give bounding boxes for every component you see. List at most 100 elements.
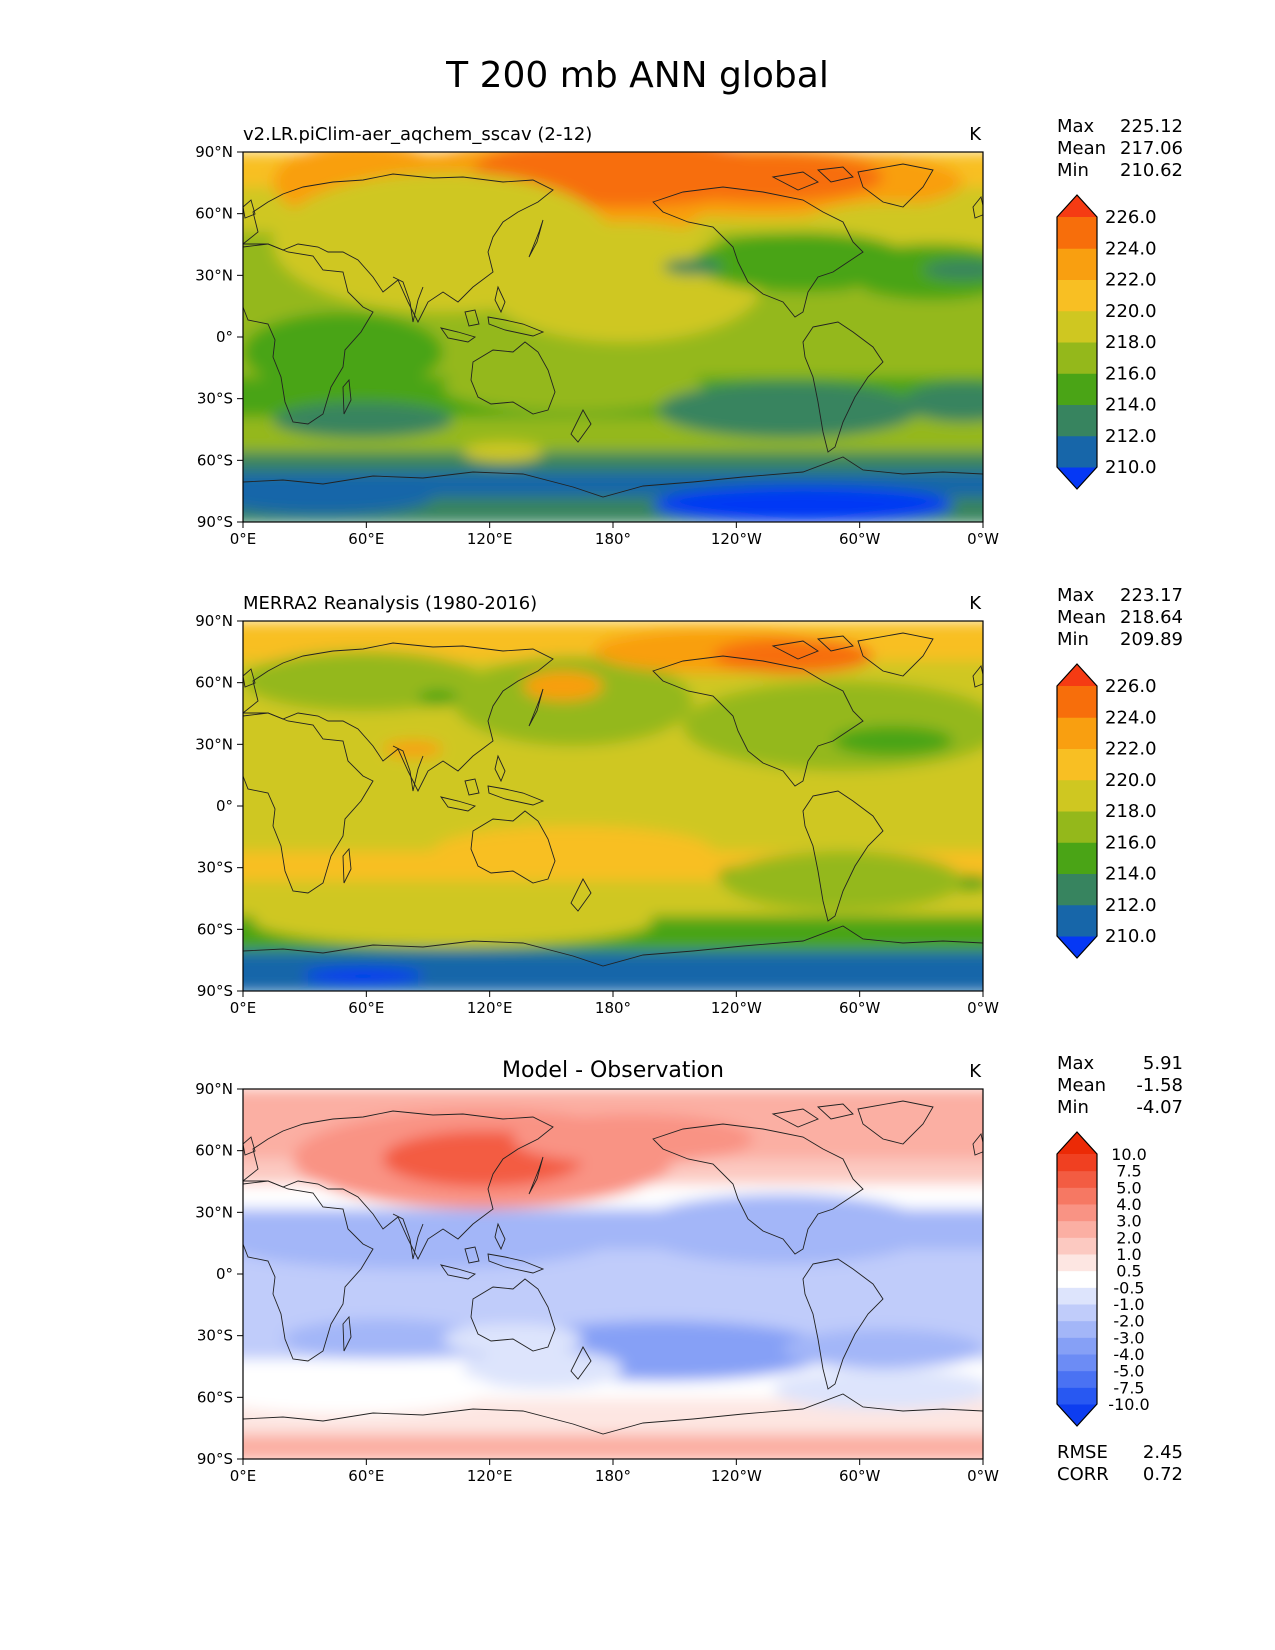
colorbar-extend-min	[1057, 936, 1097, 958]
contour-region	[453, 656, 693, 746]
colorbar-segment	[1057, 1170, 1097, 1188]
colorbar-tick-label: 1.0	[1116, 1245, 1141, 1264]
colorbar-tick-label: 220.0	[1105, 770, 1157, 791]
lat-tick-label: 60°N	[195, 1142, 233, 1160]
stat-value-min: 210.62	[1120, 160, 1183, 181]
colorbar-segment	[1057, 1220, 1097, 1238]
colorbar-tick-label: 214.0	[1105, 864, 1157, 885]
contour-region	[773, 1369, 983, 1409]
lat-tick-label: 0°	[216, 797, 233, 815]
contour-region	[483, 222, 763, 342]
colorbar-segment	[1057, 686, 1097, 718]
stat-label-max: Max	[1057, 1053, 1095, 1074]
map-panel-test: v2.LR.piClim-aer_aqchem_sscav (2-12) K 90°…	[195, 116, 1183, 548]
contour-region	[843, 244, 983, 300]
panel-subtitle: v2.LR.piClim-aer_aqchem_sscav (2-12)	[243, 124, 592, 145]
colorbar-tick-label: 218.0	[1105, 801, 1157, 822]
colorbar-extend-max	[1057, 1132, 1097, 1154]
lat-tick-label: 30°N	[195, 266, 233, 284]
colorbar-tick-label: 224.0	[1105, 707, 1157, 728]
stat-label-min: Min	[1057, 160, 1089, 181]
colorbar-tick-label: 5.0	[1116, 1178, 1141, 1197]
stat-label-mean: Mean	[1057, 607, 1106, 628]
lon-tick-label: 60°E	[348, 1467, 384, 1485]
units-label: K	[969, 593, 982, 614]
contour-region	[633, 1194, 933, 1264]
contour-region	[243, 479, 433, 515]
colorbar: -10.0-7.5-5.0-4.0-3.0-2.0-1.0-0.50.51.02…	[1056, 1131, 1150, 1427]
figure-title: T 200 mb ANN global	[446, 55, 829, 96]
contour-region	[513, 1114, 753, 1164]
lon-tick-label: 120°W	[711, 530, 762, 548]
lon-tick-label: 0°W	[967, 530, 999, 548]
lon-tick-label: 0°W	[967, 999, 999, 1017]
colorbar-segment	[1057, 748, 1097, 781]
colorbar-tick-label: 226.0	[1105, 207, 1157, 228]
colorbar-segment	[1057, 1304, 1097, 1322]
colorbar-tick-label: -10.0	[1108, 1395, 1149, 1414]
map-panel-reference: MERRA2 Reanalysis (1980-2016) K 90°N 60°N 30…	[195, 585, 1183, 1017]
colorbar-tick-label: 212.0	[1105, 426, 1157, 447]
contour-region	[418, 690, 458, 706]
lon-tick-label: 120°E	[467, 999, 513, 1017]
colorbar-tick-label: -2.0	[1113, 1312, 1144, 1331]
stat-label-max: Max	[1057, 116, 1095, 137]
colorbar-segment	[1057, 1270, 1097, 1288]
stat-label-min: Min	[1057, 629, 1089, 650]
colorbar-tick-label: -4.0	[1113, 1345, 1144, 1364]
stat-value-max: 225.12	[1120, 116, 1183, 137]
stat-value-mean: 218.64	[1120, 607, 1183, 628]
lon-tick-label: 120°E	[467, 1467, 513, 1485]
colorbar-tick-label: -5.0	[1113, 1362, 1144, 1381]
lat-tick-label: 90°S	[197, 1450, 233, 1468]
colorbar-outline	[1056, 1131, 1098, 1427]
contour-region	[653, 487, 953, 522]
colorbar-extend-max	[1057, 664, 1097, 686]
lon-tick-label: 60°W	[839, 999, 881, 1017]
colorbar-segment	[1057, 342, 1097, 374]
colorbar-segment	[1057, 1237, 1097, 1255]
contour-region	[243, 1364, 493, 1414]
colorbar-segment	[1057, 904, 1097, 937]
colorbar-extend-min	[1057, 467, 1097, 489]
contour-field	[243, 1089, 983, 1459]
colorbar-tick-label: 220.0	[1105, 301, 1157, 322]
colorbar-segment	[1057, 435, 1097, 468]
contour-region	[463, 442, 543, 462]
lat-tick-label: 60°S	[197, 920, 233, 938]
colorbar-segment	[1057, 404, 1097, 437]
colorbar-segment	[1057, 1354, 1097, 1372]
contour-region	[243, 1209, 613, 1269]
colorbar-segment	[1057, 779, 1097, 812]
lat-tick-label: 60°N	[195, 205, 233, 223]
stat-label-max: Max	[1057, 585, 1095, 606]
lat-tick-label: 0°	[216, 328, 233, 346]
lat-tick-label: 60°N	[195, 674, 233, 692]
colorbar-segment	[1057, 1204, 1097, 1222]
colorbar-tick-label: 212.0	[1105, 895, 1157, 916]
lon-tick-label: 60°W	[839, 1467, 881, 1485]
rmse-label: RMSE	[1057, 1442, 1108, 1463]
lat-tick-label: 90°N	[195, 612, 233, 630]
colorbar-segment	[1057, 217, 1097, 249]
colorbar-segment	[1057, 811, 1097, 843]
colorbar-tick-label: 222.0	[1105, 270, 1157, 291]
lat-tick-label: 0°	[216, 1265, 233, 1283]
stat-value-mean: 217.06	[1120, 138, 1183, 159]
colorbar-segment	[1057, 1370, 1097, 1388]
colorbar-segment	[1057, 373, 1097, 405]
contour-region	[833, 726, 953, 756]
lat-tick-label: 90°S	[197, 982, 233, 1000]
colorbar-segment	[1057, 717, 1097, 749]
colorbar-tick-label: 216.0	[1105, 832, 1157, 853]
map-panel-difference: Model - Observation K 90°N 60°N 30°N 0° 30°S 60…	[195, 1053, 1183, 1485]
colorbar-tick-label: -0.5	[1113, 1278, 1144, 1297]
stat-value-mean: -1.58	[1136, 1075, 1183, 1096]
lon-tick-label: 60°E	[348, 999, 384, 1017]
colorbar-tick-label: 2.0	[1116, 1228, 1141, 1247]
panel-subtitle: MERRA2 Reanalysis (1980-2016)	[243, 593, 537, 614]
stat-value-max: 5.91	[1143, 1053, 1183, 1074]
panel-subtitle: Model - Observation	[502, 1058, 724, 1083]
colorbar-tick-label: 226.0	[1105, 676, 1157, 697]
